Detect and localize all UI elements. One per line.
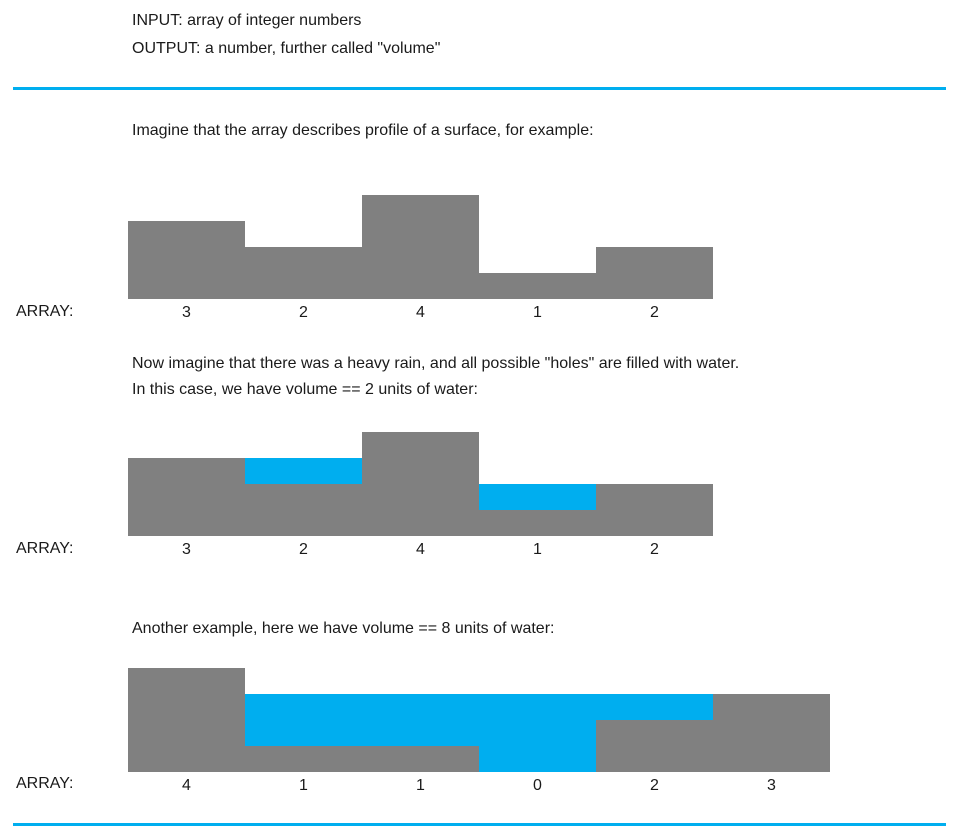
output-line: OUTPUT: a number, further called "volume… [132, 40, 441, 57]
rain-text-line-2: In this case, we have volume == 2 units … [132, 381, 478, 398]
array-label-2: ARRAY: [16, 540, 74, 557]
ground-column-4 [596, 484, 713, 536]
array-value-label-0: 3 [182, 304, 191, 321]
water-fill-1 [245, 458, 362, 484]
ground-column-2 [362, 195, 479, 299]
water-fill-3 [479, 484, 596, 510]
top-divider [13, 87, 946, 90]
array-value-label-2: 4 [416, 541, 425, 558]
array-value-label-1: 2 [299, 541, 308, 558]
ground-column-1 [245, 484, 362, 536]
array-value-label-4: 2 [650, 304, 659, 321]
array-value-label-4: 2 [650, 541, 659, 558]
array-label-1: ARRAY: [16, 303, 74, 320]
ground-column-2 [362, 432, 479, 536]
array-value-label-3: 0 [533, 777, 542, 794]
array-value-label-1: 2 [299, 304, 308, 321]
array-value-label-0: 3 [182, 541, 191, 558]
ground-column-0 [128, 458, 245, 536]
array-value-label-3: 1 [533, 304, 542, 321]
diagram-filled-water: 3 2 4 1 2 [0, 407, 971, 572]
array-label-3: ARRAY: [16, 775, 74, 792]
diagram-1-svg: 3 2 4 1 2 [128, 195, 713, 321]
water-fill-4 [596, 694, 713, 720]
ground-column-0 [128, 668, 245, 772]
water-fill-3 [479, 694, 596, 772]
array-value-label-5: 3 [767, 777, 776, 794]
array-value-label-0: 4 [182, 777, 191, 794]
input-line: INPUT: array of integer numbers [132, 12, 362, 29]
array-value-label-2: 1 [416, 777, 425, 794]
rain-text-line-1: Now imagine that there was a heavy rain,… [132, 355, 740, 372]
ground-column-4 [596, 720, 713, 772]
diagram-surface-profile: 3 2 4 1 2 [0, 170, 971, 335]
bottom-divider [13, 823, 946, 826]
diagram-another-example: 4 1 1 0 2 3 [0, 643, 971, 808]
another-example-text: Another example, here we have volume == … [132, 620, 555, 637]
diagram-2-svg: 3 2 4 1 2 [128, 432, 713, 558]
ground-column-4 [596, 247, 713, 299]
intro-text: Imagine that the array describes profile… [132, 122, 594, 139]
array-value-label-2: 4 [416, 304, 425, 321]
ground-column-5 [713, 694, 830, 772]
diagram-3-svg: 4 1 1 0 2 3 [128, 668, 830, 794]
ground-column-0 [128, 221, 245, 299]
ground-column-1 [245, 746, 362, 772]
ground-column-2 [362, 746, 479, 772]
ground-column-1 [245, 247, 362, 299]
ground-column-3 [479, 273, 596, 299]
array-value-label-1: 1 [299, 777, 308, 794]
array-value-label-3: 1 [533, 541, 542, 558]
water-fill-2 [362, 694, 479, 746]
water-fill-1 [245, 694, 362, 746]
ground-column-3 [479, 510, 596, 536]
array-value-label-4: 2 [650, 777, 659, 794]
